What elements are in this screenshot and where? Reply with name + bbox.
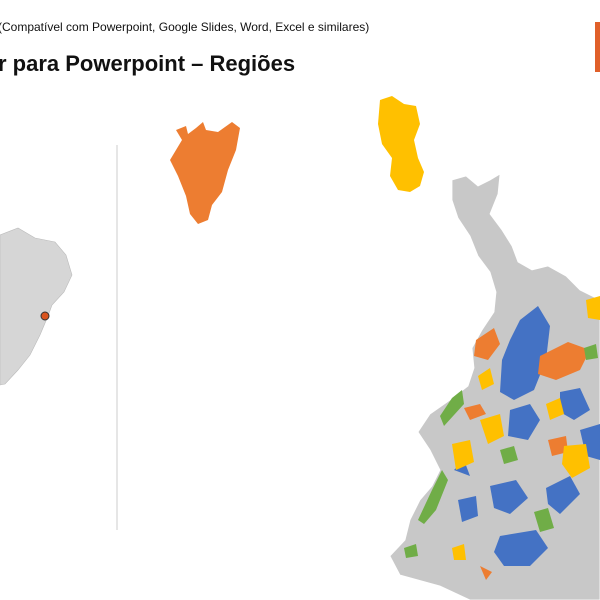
brazil-map (0, 227, 73, 386)
region-patches (404, 296, 600, 580)
title: r para Powerpoint – Regiões (0, 51, 295, 76)
accent-bar (595, 22, 600, 72)
state-map (389, 173, 600, 600)
subtitle: (Compatível com Powerpoint, Google Slide… (0, 20, 369, 34)
orange-region (170, 122, 240, 224)
location-marker (40, 311, 50, 321)
yellow-region (378, 96, 424, 192)
